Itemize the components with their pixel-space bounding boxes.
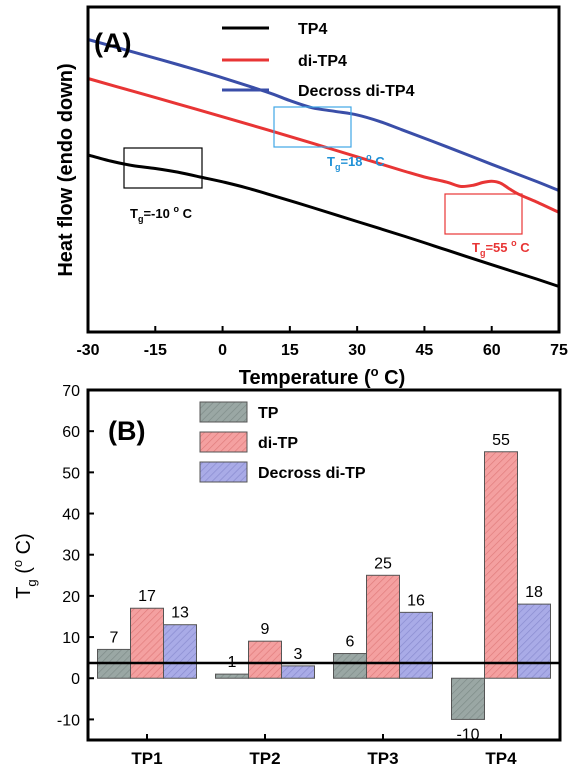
y-tick-label: -10 — [57, 712, 80, 729]
y-tick-label: 50 — [62, 465, 80, 482]
bar-decross-di-tp-tp2 — [281, 665, 315, 679]
bar-decross-di-tp-tp1 — [163, 624, 197, 679]
panel-a-legend: TP4 di-TP4 Decross di-TP4 — [222, 21, 415, 100]
panel-b-legend: TP di-TP Decross di-TP — [199, 401, 366, 483]
legend-swatch-tp — [199, 401, 248, 423]
bar-tp-tp2 — [215, 673, 249, 679]
y-tick-label: 0 — [71, 671, 80, 688]
x-tick-label: 15 — [281, 342, 299, 359]
legend-label-di-tp: di-TP — [258, 435, 298, 452]
x-tick-label: 45 — [416, 342, 434, 359]
x-tick-label: 60 — [483, 342, 501, 359]
bar-value-label: 13 — [171, 605, 189, 622]
panel-a-series-lines — [87, 38, 560, 288]
legend-swatch-decross-di-tp — [199, 461, 248, 483]
legend-label-decross-di-tp: Decross di-TP — [258, 465, 366, 482]
legend-label-di-tp4: di-TP4 — [298, 53, 347, 70]
x-tick-label: 75 — [550, 342, 568, 359]
panel-b-label: (B) — [108, 416, 145, 446]
legend-label-tp4: TP4 — [298, 21, 327, 38]
bar-value-label: 17 — [138, 588, 156, 605]
y-tick-label: 30 — [62, 548, 80, 565]
series-line-1 — [87, 77, 560, 214]
panel-a-frame — [86, 5, 561, 334]
annotation-tg-decross: Tg=18 o C — [327, 152, 385, 172]
y-tick-label: 10 — [62, 630, 80, 647]
x-category-label: TP1 — [131, 749, 162, 768]
panel-a-y-axis-title: Heat flow (endo down) — [55, 63, 77, 276]
panel-a-dsc-chart: (A) TP4 di-TP4 Decross di-TP4 Tg=-10 o C… — [55, 5, 568, 389]
tg-region-box-decross — [273, 106, 352, 148]
bar-value-label: 18 — [525, 584, 543, 601]
bar-value-label: 6 — [346, 634, 355, 651]
panel-a-label: (A) — [94, 28, 131, 58]
legend-label-decross-di-tp4: Decross di-TP4 — [298, 83, 415, 100]
bar-value-label: 55 — [492, 432, 510, 449]
bar-value-label: 3 — [294, 646, 303, 663]
x-tick-label: 0 — [218, 342, 227, 359]
x-category-label: TP4 — [485, 749, 517, 768]
bar-di-tp-tp1 — [130, 607, 164, 679]
annotation-tg-tp4: Tg=-10 o C — [130, 204, 193, 224]
bar-value-label: 9 — [261, 621, 270, 638]
bar-value-label: 7 — [110, 629, 119, 646]
x-tick-label: -15 — [144, 342, 167, 359]
x-tick-label: -30 — [76, 342, 99, 359]
series-line-0 — [87, 153, 560, 288]
bar-value-label: 16 — [407, 592, 425, 609]
series-line-2 — [87, 38, 560, 192]
bar-tp-tp3 — [333, 653, 367, 679]
y-tick-label: 20 — [62, 589, 80, 606]
tg-region-box-di — [444, 193, 523, 235]
bar-di-tp-tp3 — [366, 574, 400, 679]
y-tick-label: 60 — [62, 424, 80, 441]
legend-label-tp: TP — [258, 405, 279, 422]
panel-a-x-ticks: -30 -15 0 15 30 45 60 75 — [76, 326, 568, 359]
panel-b-x-categories: TP1 TP2 TP3 TP4 — [131, 734, 517, 768]
bar-decross-di-tp-tp4 — [517, 603, 551, 679]
panel-a-x-axis-title: Temperature (o C) — [239, 364, 406, 389]
x-tick-label: 30 — [348, 342, 366, 359]
x-category-label: TP3 — [367, 749, 398, 768]
bar-di-tp-tp4 — [484, 451, 518, 679]
bar-di-tp-tp2 — [248, 640, 282, 679]
panel-b-frame — [86, 388, 562, 742]
legend-swatch-di-tp — [199, 431, 248, 453]
y-tick-label: 40 — [62, 507, 80, 524]
panel-b-y-axis-title: Tg (o C) — [10, 533, 39, 599]
bar-decross-di-tp-tp3 — [399, 611, 433, 679]
bar-value-label: 25 — [374, 555, 392, 572]
y-tick-label: 70 — [62, 383, 80, 400]
bar-tp-tp4 — [451, 677, 485, 720]
annotation-tg-di: Tg=55 o C — [472, 238, 530, 258]
x-category-label: TP2 — [249, 749, 280, 768]
tg-region-box-tp4 — [123, 147, 203, 189]
